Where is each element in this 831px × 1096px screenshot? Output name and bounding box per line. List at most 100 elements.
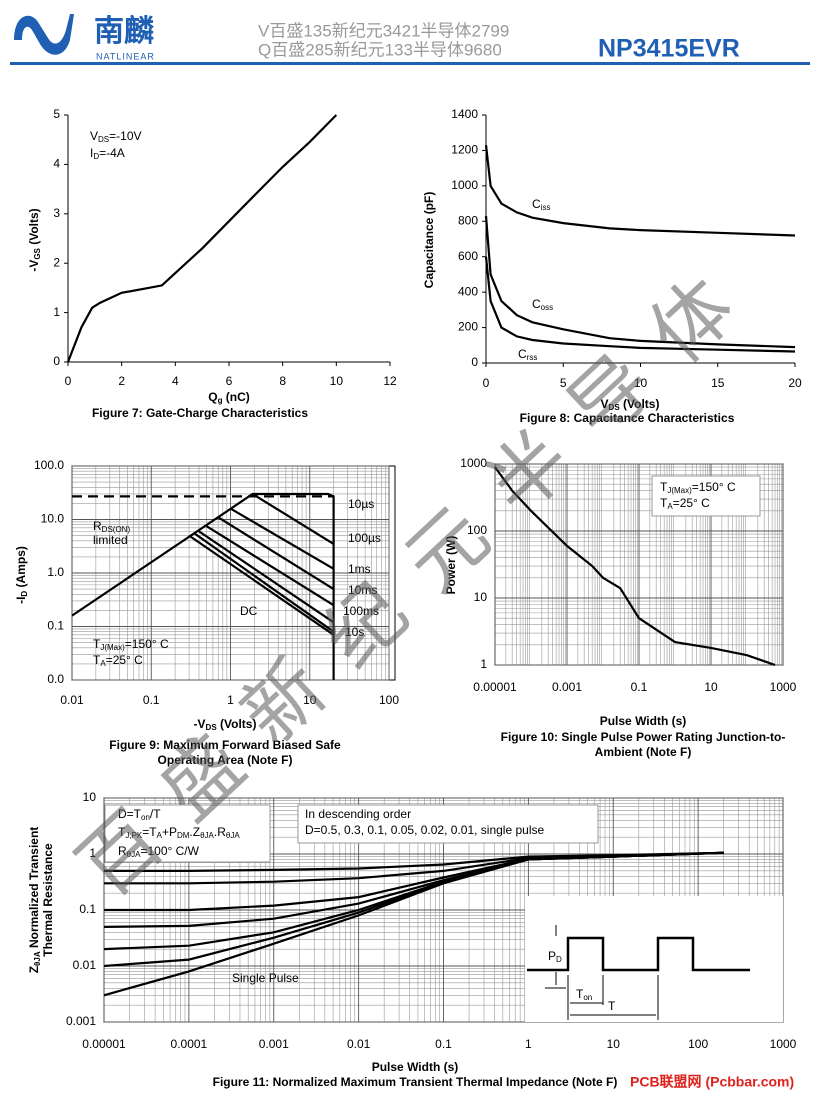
annotation-part: DM	[177, 831, 190, 840]
x-tick-label: 0.1	[435, 1037, 452, 1051]
x-tick-label: 10	[330, 374, 344, 388]
y-tick-label: 4	[53, 157, 60, 171]
x-tick-label: 100	[379, 693, 399, 707]
annotation-part: =150° C	[692, 480, 736, 494]
annotation-part: =25° C	[106, 653, 143, 667]
annotation-part: T	[118, 825, 126, 839]
figure-caption: Figure 8: Capacitance Characteristics	[520, 411, 735, 425]
annotation-part: T	[608, 999, 616, 1013]
y-axis-label-part: θJA	[33, 951, 42, 966]
annotation-box	[525, 896, 783, 1022]
y-tick-label: 10.0	[41, 512, 65, 526]
y-tick-label: 0	[471, 355, 478, 369]
y-axis-label-part: D	[20, 591, 29, 597]
y-tick-label: 1	[480, 657, 487, 671]
series-line	[484, 144, 796, 237]
annotation-part: θJA	[226, 831, 240, 840]
series-label-part: C	[532, 297, 541, 311]
y-tick-label: 800	[458, 213, 478, 227]
annotation-part: D	[93, 152, 99, 161]
annotation-part: J(Max)	[100, 643, 125, 652]
x-tick-label: 0.001	[259, 1037, 289, 1051]
series-label: 100µs	[348, 531, 381, 545]
series-label: Ciss	[532, 197, 550, 212]
annotation: PD	[548, 949, 562, 964]
series-label: 10s	[345, 625, 364, 639]
y-tick-label: 5	[53, 107, 60, 121]
x-tick-label: 12	[383, 374, 397, 388]
x-axis-label-part: (nC)	[222, 390, 249, 404]
annotation-part: =T	[142, 825, 157, 839]
y-tick-label: 600	[458, 249, 478, 263]
x-tick-label: 5	[560, 376, 567, 390]
y-axis-label: Capacitance (pF)	[422, 192, 436, 289]
annotation-part: A	[667, 502, 673, 511]
series-line	[188, 534, 335, 636]
x-tick-label: 2	[118, 374, 125, 388]
annotation: TJ,PK=TA+PDM.ZθJA.RθJA	[118, 825, 240, 840]
logo-icon	[14, 14, 74, 55]
x-axis-label: Pulse Width (s)	[600, 714, 687, 728]
x-axis-label-part: (Volts)	[620, 397, 660, 411]
x-tick-label: 15	[711, 376, 725, 390]
series-label-part: oss	[541, 303, 553, 312]
y-axis-label: -ID (Amps)	[14, 546, 29, 604]
annotation: TJ(Max)=150° C	[660, 480, 736, 495]
y-tick-label: 1400	[451, 107, 478, 121]
x-tick-label: 10	[607, 1037, 621, 1051]
x-tick-label: 0.01	[347, 1037, 371, 1051]
annotation: VDS=-10V	[90, 129, 142, 144]
x-tick-label: 0.1	[631, 680, 648, 694]
series-line	[484, 256, 796, 353]
part-number: NP3415EVR	[598, 35, 740, 63]
series-label: 100ms	[343, 604, 379, 618]
figure-caption: Figure 7: Gate-Charge Characteristics	[92, 406, 308, 420]
annotation: Single Pulse	[232, 971, 299, 985]
annotation-part: A	[157, 831, 163, 840]
figure-caption: Figure 9: Maximum Forward Biased Safe	[109, 738, 341, 752]
y-tick-label: 0	[53, 354, 60, 368]
figure-caption: Operating Area (Note F)	[158, 753, 293, 767]
series-line	[484, 215, 796, 349]
x-tick-label: 0.0001	[171, 1037, 208, 1051]
header-rule	[10, 62, 810, 65]
x-tick-label: 8	[279, 374, 286, 388]
y-tick-label: 1.0	[47, 565, 64, 579]
series-line	[71, 492, 335, 680]
series-label-part: C	[518, 347, 527, 361]
x-tick-label: 1000	[770, 1037, 797, 1051]
x-tick-label: 1	[525, 1037, 532, 1051]
y-tick-label: 1200	[451, 143, 478, 157]
annotation-part: =-10V	[109, 129, 141, 143]
series-label: Crss	[518, 347, 537, 362]
figure-caption: Ambient (Note F)	[595, 745, 692, 759]
series-label: 10ms	[348, 583, 377, 597]
y-tick-label: 1	[53, 305, 60, 319]
annotation-part: J,PK	[125, 831, 143, 840]
y-tick-label: 1000	[451, 178, 478, 192]
annotation: T	[608, 999, 616, 1013]
annotation-part: =-4A	[99, 146, 125, 160]
series-line	[217, 516, 335, 591]
y-tick-label: 100	[467, 523, 487, 537]
series-line	[198, 530, 335, 624]
annotation-part: In descending order	[305, 807, 411, 821]
annotation-part: on	[141, 813, 150, 822]
y-tick-label: 2	[53, 255, 60, 269]
annotation: D=Ton/T	[118, 807, 161, 822]
y-axis-label-part: (Amps)	[14, 546, 28, 591]
annotation-part: DS(ON)	[102, 525, 131, 534]
x-tick-label: 6	[226, 374, 233, 388]
annotation-part: .Z	[189, 825, 200, 839]
y-axis-label-part: -V	[27, 260, 41, 272]
series-line	[66, 114, 338, 363]
x-axis-label-part: Pulse Width (s)	[372, 1060, 459, 1074]
annotation: In descending order	[305, 807, 411, 821]
series-label-part: C	[532, 197, 541, 211]
x-axis-label-part: (Volts)	[217, 717, 257, 731]
x-tick-label: 0.00001	[82, 1037, 126, 1051]
y-axis-label-part: Z	[27, 966, 41, 973]
x-tick-label: 1000	[770, 680, 797, 694]
annotation-part: θJA	[127, 850, 141, 859]
y-tick-label: 1000	[460, 456, 487, 470]
